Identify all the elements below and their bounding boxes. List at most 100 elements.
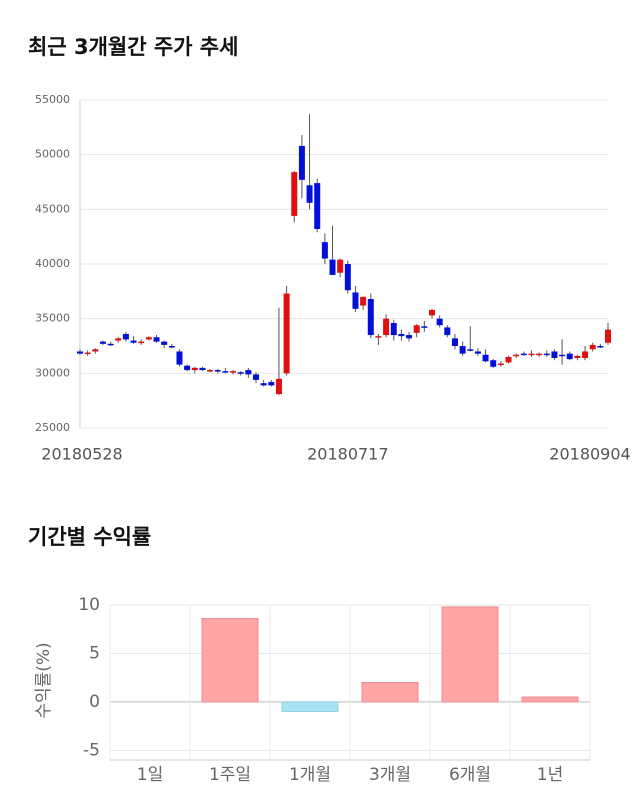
candle-body (574, 355, 581, 359)
candle-body (589, 344, 596, 350)
x-tick-label: 20180528 (41, 445, 122, 464)
candle-body (474, 351, 481, 354)
candle-body (559, 354, 566, 357)
y-tick-label: 5 (89, 643, 100, 663)
candle-body (383, 318, 390, 336)
candle-body (84, 352, 91, 355)
candle-body (298, 145, 305, 180)
candle-body (375, 336, 382, 338)
candle-body (321, 242, 328, 259)
candle-body (520, 353, 527, 356)
candle-body (597, 346, 604, 348)
candle-body (275, 378, 282, 395)
candle-body (429, 309, 435, 316)
candle-body (77, 351, 83, 354)
bar (361, 682, 419, 703)
candle-body (237, 372, 244, 374)
candle-body (451, 338, 458, 346)
y-tick-label: 45000 (35, 202, 70, 215)
candle-body (329, 259, 336, 275)
x-tick-label: 6개월 (449, 765, 491, 785)
candle-body (145, 337, 152, 340)
y-tick-label: 30000 (35, 366, 70, 379)
candle-body (513, 354, 520, 357)
candle-body (344, 264, 351, 291)
y-tick-label: 50000 (35, 148, 70, 161)
candle-body (459, 346, 466, 354)
candle-body (161, 341, 168, 345)
candle-body (605, 329, 611, 343)
y-tick-label: 10 (78, 595, 100, 615)
candle-body (352, 292, 359, 309)
candle-body (436, 318, 443, 326)
x-tick-label: 1개월 (289, 765, 331, 785)
candle-body (505, 356, 512, 363)
candle-body (99, 341, 106, 344)
candle-body (398, 333, 405, 337)
x-tick-label: 20180717 (307, 445, 388, 464)
candle-body (138, 341, 145, 344)
candle-body (214, 370, 221, 372)
candle-body (367, 298, 374, 336)
bar (441, 606, 499, 703)
candle-body (413, 325, 420, 333)
candle-body (260, 383, 267, 386)
y-tick-label: 55000 (35, 93, 70, 106)
candle-body (176, 351, 183, 365)
chart-title: 기간별 수익률 (28, 525, 151, 549)
y-tick-label: 40000 (35, 257, 70, 270)
candle-body (306, 185, 313, 203)
candle-body (467, 349, 474, 351)
candle-body (268, 382, 275, 386)
candle-body (337, 259, 344, 273)
candle-body (207, 370, 214, 372)
x-tick-label: 1주일 (209, 765, 251, 785)
candle-body (566, 353, 573, 360)
candle-body (130, 340, 137, 343)
candle-body (230, 371, 237, 373)
bar (521, 696, 579, 703)
candle-body (582, 351, 589, 359)
candle-body (551, 351, 558, 359)
candle-body (283, 293, 290, 374)
candle-body (184, 365, 191, 371)
candle-body (168, 346, 175, 348)
x-tick-label: 3개월 (369, 765, 411, 785)
candle-body (115, 338, 122, 341)
candle-body (543, 353, 550, 356)
y-tick-label: -5 (83, 740, 100, 760)
y-tick-label: 0 (89, 692, 100, 712)
candle-body (153, 337, 160, 342)
bar (281, 701, 339, 713)
candle-body (421, 326, 428, 328)
x-tick-label: 20180904 (549, 445, 630, 464)
candle-body (406, 335, 413, 339)
candle-body (528, 353, 535, 356)
x-tick-label: 1일 (137, 765, 163, 785)
y-tick-label: 25000 (35, 421, 70, 434)
candle-body (390, 323, 397, 336)
candle-body (314, 183, 321, 230)
chart-title: 최근 3개월간 주가 추세 (28, 35, 238, 59)
candle-body (536, 353, 543, 356)
candle-body (444, 327, 451, 336)
candle-body (191, 367, 198, 371)
candle-body (291, 172, 298, 216)
candle-body (482, 354, 489, 362)
bar (201, 618, 259, 703)
candle-body (107, 343, 114, 346)
candle-body (360, 296, 367, 306)
y-axis-label: 수익률(%) (34, 642, 54, 718)
candle-body (497, 363, 504, 365)
candle-body (122, 333, 129, 340)
candle-body (245, 370, 252, 375)
candle-body (490, 360, 497, 367)
candle-body (199, 367, 206, 371)
candle-body (222, 371, 229, 373)
x-tick-label: 1년 (537, 765, 563, 785)
candle-body (253, 374, 259, 380)
candle-body (92, 349, 99, 352)
y-tick-label: 35000 (35, 312, 70, 325)
